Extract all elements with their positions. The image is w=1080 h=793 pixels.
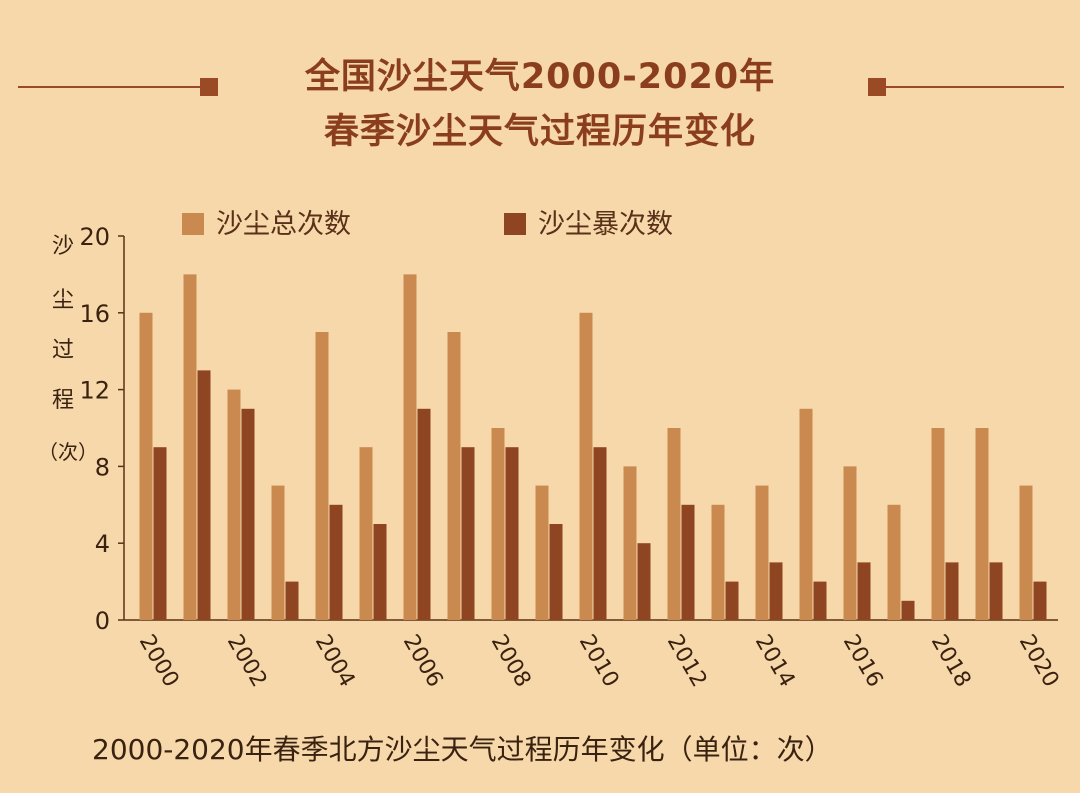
y-axis-label-char: 尘 — [51, 288, 74, 313]
bar-storm — [373, 524, 387, 620]
x-tick-label: 2010 — [574, 631, 624, 692]
bar-storm — [505, 447, 519, 620]
bar-storm — [417, 408, 431, 620]
bar-storm — [857, 562, 871, 620]
bar-storm — [1033, 581, 1047, 620]
bar-total — [535, 485, 549, 620]
bar-storm — [681, 504, 695, 620]
bar-storm — [549, 524, 563, 620]
y-tick-label: 12 — [79, 377, 110, 405]
y-axis-label-char: 程 — [51, 388, 74, 413]
title-rule-left — [18, 86, 206, 88]
y-tick-label: 16 — [79, 300, 110, 328]
bar-total — [447, 332, 461, 620]
bar-storm — [813, 581, 827, 620]
legend-swatch-storm — [504, 213, 526, 235]
bar-storm — [153, 447, 167, 620]
bar-total — [711, 504, 725, 620]
bar-total — [491, 428, 505, 620]
x-tick-label: 2012 — [662, 631, 712, 692]
bar-total — [579, 312, 593, 620]
legend-item-total: 沙尘总次数 — [182, 202, 351, 241]
bar-storm — [989, 562, 1003, 620]
x-tick-label: 2020 — [1014, 631, 1064, 692]
x-tick-label: 2006 — [398, 631, 448, 692]
bar-total — [755, 485, 769, 620]
chart-title-line1: 全国沙尘天气2000-2020年 — [304, 57, 776, 97]
bar-storm — [637, 543, 651, 620]
bar-total — [799, 408, 813, 620]
bar-total — [931, 428, 945, 620]
bar-storm — [197, 370, 211, 620]
bar-storm — [329, 504, 343, 620]
bar-storm — [901, 600, 915, 620]
x-tick-label: 2000 — [134, 631, 184, 692]
bar-total — [139, 312, 153, 620]
y-axis-label-char: 过 — [51, 338, 74, 363]
title-rule-right — [874, 86, 1064, 88]
legend-item-storm: 沙尘暴次数 — [504, 202, 673, 241]
bar-storm — [945, 562, 959, 620]
bar-total — [1019, 485, 1033, 620]
title-rule-right-square — [868, 78, 886, 96]
bar-total — [887, 504, 901, 620]
x-tick-label: 2014 — [750, 631, 800, 692]
bar-storm — [769, 562, 783, 620]
y-tick-label: 0 — [95, 607, 110, 635]
legend-label-total: 沙尘总次数 — [216, 209, 351, 240]
bar-storm — [285, 581, 299, 620]
bar-total — [843, 466, 857, 620]
bar-total — [271, 485, 285, 620]
bar-storm — [593, 447, 607, 620]
bar-total — [315, 332, 329, 620]
bar-storm — [461, 447, 475, 620]
bar-total — [975, 428, 989, 620]
bar-storm — [725, 581, 739, 620]
y-tick-label: 20 — [79, 223, 110, 251]
y-axis-label-char: （次） — [38, 440, 98, 464]
x-tick-label: 2018 — [926, 631, 976, 692]
bar-total — [183, 274, 197, 620]
chart-title-line2: 春季沙尘天气过程历年变化 — [323, 112, 756, 152]
x-tick-label: 2016 — [838, 631, 888, 692]
legend-label-storm: 沙尘暴次数 — [538, 209, 673, 240]
y-tick-label: 4 — [95, 530, 110, 558]
y-axis-label-char: 沙 — [51, 234, 74, 259]
bar-total — [667, 428, 681, 620]
x-tick-label: 2002 — [222, 631, 272, 692]
bar-storm — [241, 408, 255, 620]
bar-total — [359, 447, 373, 620]
bar-total — [227, 389, 241, 620]
bar-total — [403, 274, 417, 620]
y-tick-label: 8 — [95, 453, 110, 481]
bar-total — [623, 466, 637, 620]
x-tick-label: 2008 — [486, 631, 536, 692]
chart-caption: 2000-2020年春季北方沙尘天气过程历年变化（单位：次） — [92, 733, 833, 766]
x-tick-label: 2004 — [310, 631, 360, 692]
title-rule-left-square — [200, 78, 218, 96]
legend-swatch-total — [182, 213, 204, 235]
